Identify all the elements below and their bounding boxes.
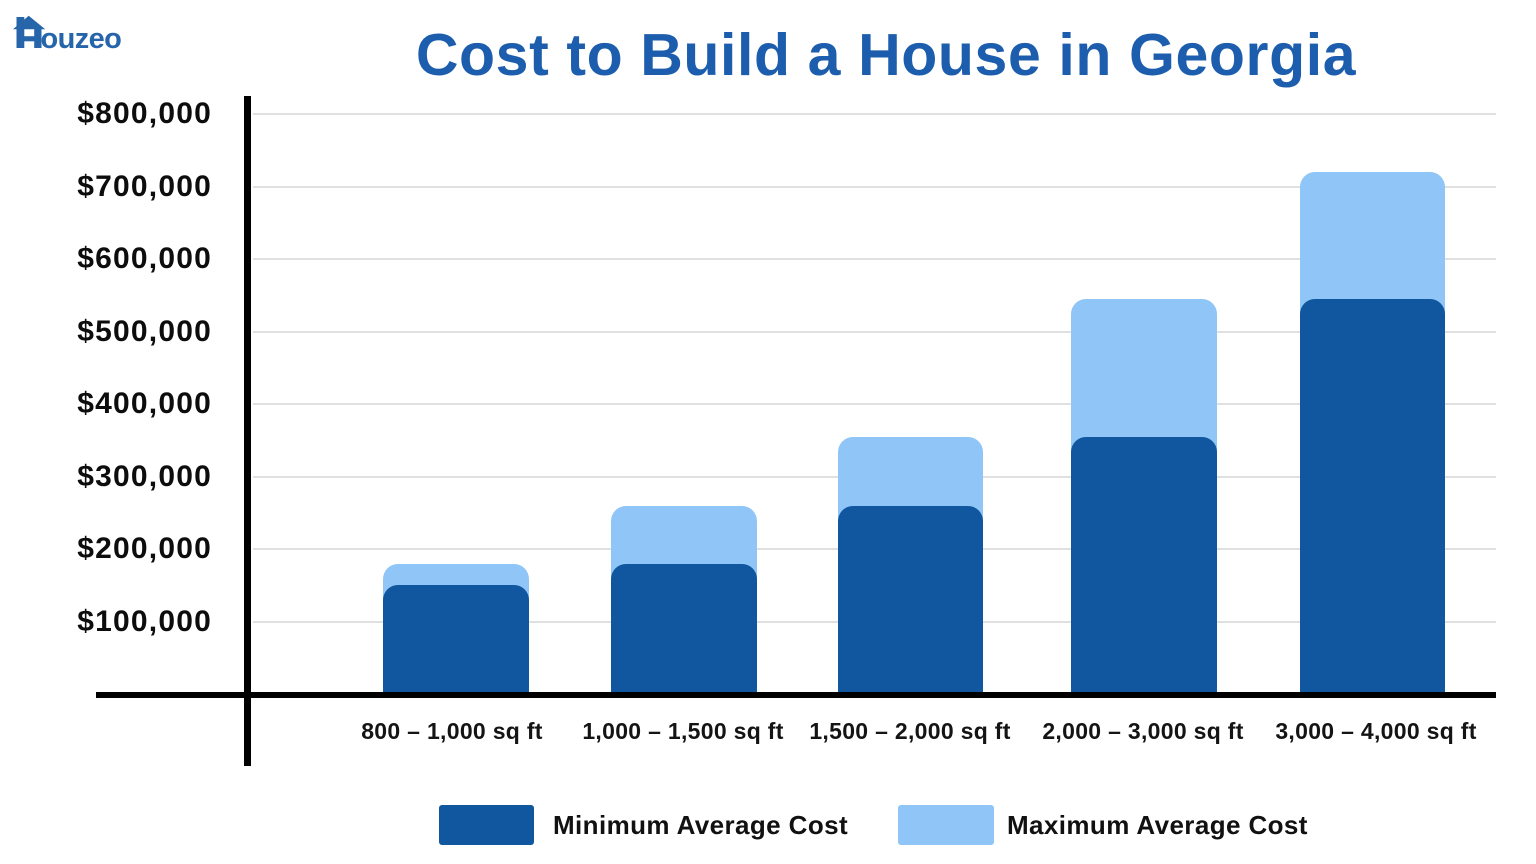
svg-text:ouzeo: ouzeo [41, 23, 122, 55]
